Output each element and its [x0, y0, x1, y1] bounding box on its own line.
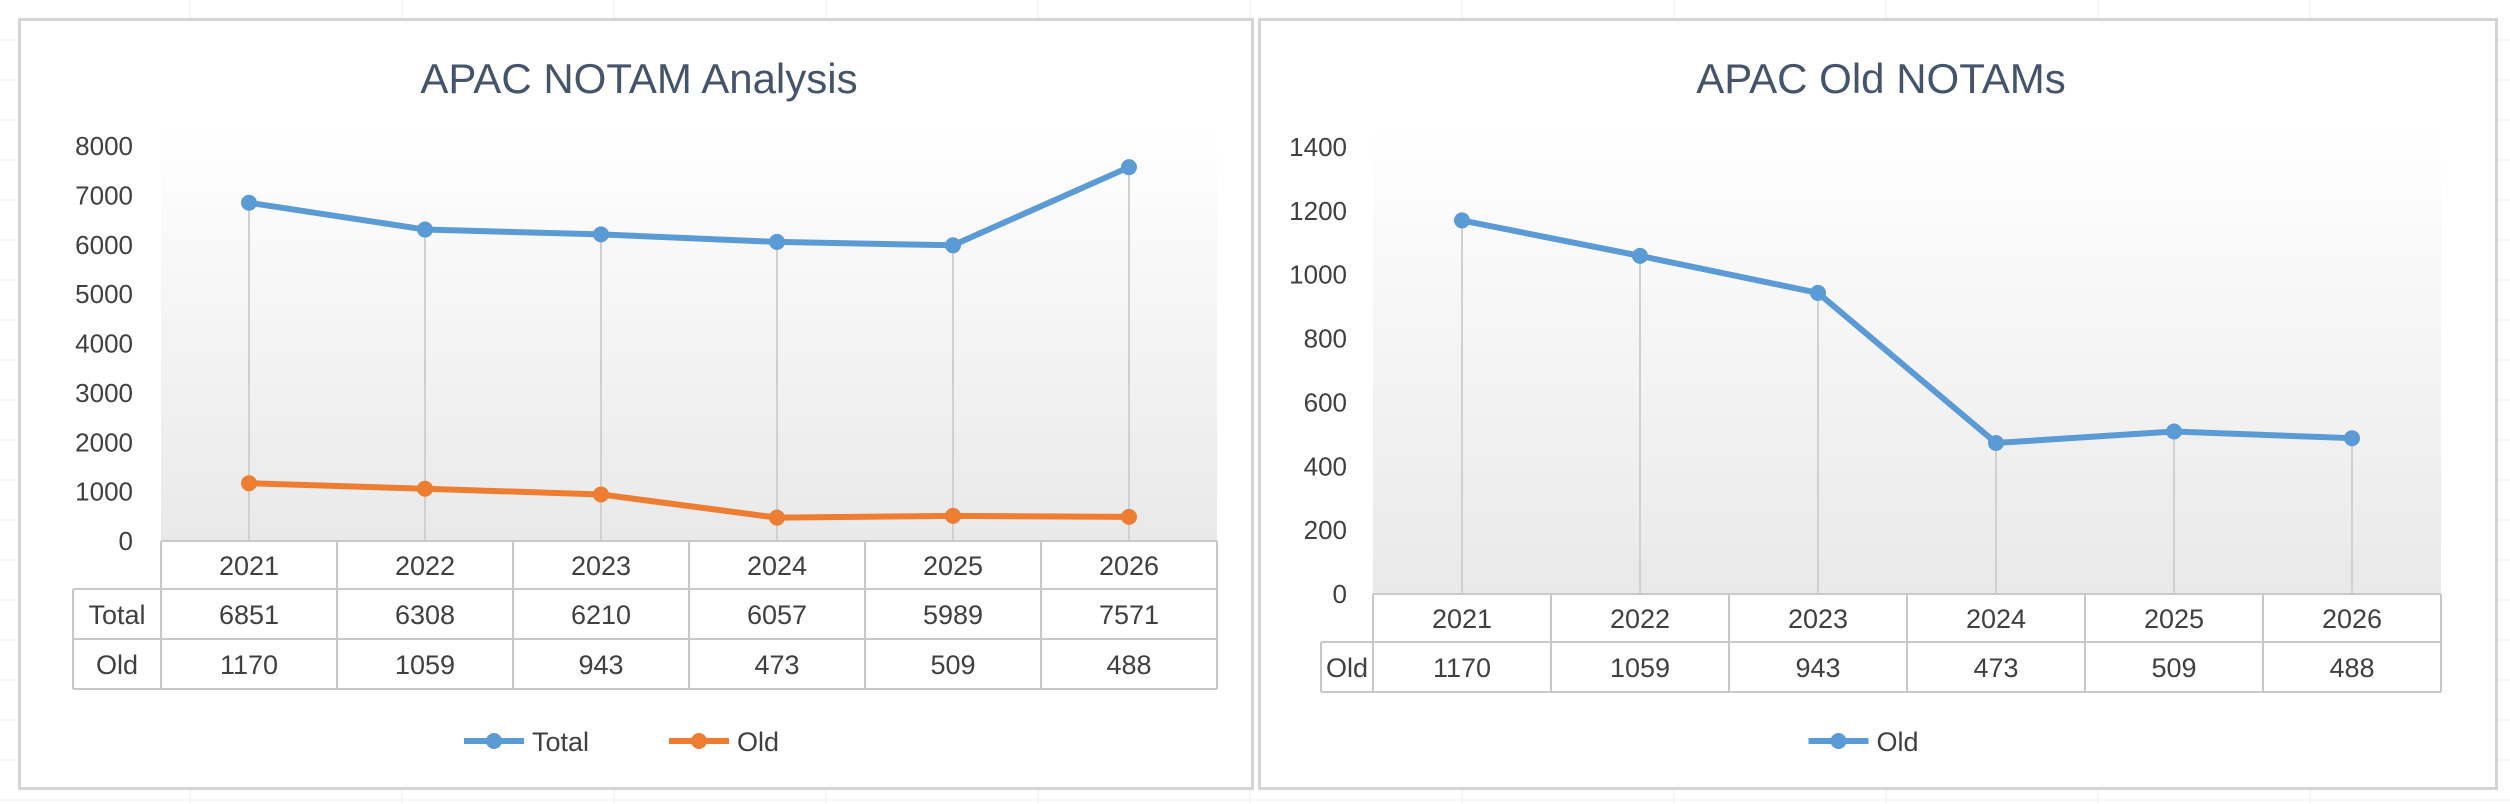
x-category-label: 2022 [395, 551, 455, 581]
table-cell-value: 6210 [571, 600, 631, 630]
table-cell-value: 509 [930, 650, 975, 680]
y-tick-label: 0 [1333, 579, 1347, 609]
legend-label: Total [532, 727, 589, 757]
data-point-old[interactable] [593, 486, 609, 503]
x-category-label: 2024 [747, 551, 807, 581]
x-category-label: 2021 [219, 551, 279, 581]
y-tick-label: 3000 [75, 378, 133, 408]
y-tick-label: 200 [1304, 515, 1347, 545]
y-tick-label: 0 [119, 526, 133, 556]
y-tick-label: 1200 [1289, 196, 1347, 226]
data-point-old[interactable] [417, 480, 433, 497]
legend-item-total[interactable]: Total [464, 727, 589, 757]
table-row-label: Total [88, 600, 145, 630]
x-category-label: 2025 [923, 551, 983, 581]
plot-area [161, 126, 1217, 541]
data-point-old[interactable] [1632, 247, 1648, 264]
y-tick-label: 4000 [75, 329, 133, 359]
table-cell-value: 488 [1106, 650, 1151, 680]
y-tick-label: 600 [1304, 387, 1347, 417]
data-point-old[interactable] [2344, 430, 2360, 447]
x-category-label: 2024 [1966, 604, 2026, 634]
legend-marker [1830, 733, 1847, 749]
table-cell-value: 509 [2151, 653, 2196, 683]
data-point-total[interactable] [1121, 159, 1137, 176]
series-line-old [248, 480, 1130, 521]
plot-area [1373, 127, 2441, 594]
x-category-label: 2026 [2322, 604, 2382, 634]
table-cell-value: 473 [1973, 653, 2018, 683]
table-cell-value: 1059 [395, 650, 455, 680]
y-tick-label: 400 [1304, 451, 1347, 481]
table-cell-value: 943 [1795, 653, 1840, 683]
data-point-old[interactable] [1121, 508, 1137, 525]
x-category-label: 2021 [1432, 604, 1492, 634]
y-tick-label: 2000 [75, 427, 133, 457]
data-point-old[interactable] [1810, 284, 1826, 301]
y-tick-label: 5000 [75, 279, 133, 309]
table-cell-value: 7571 [1099, 600, 1159, 630]
data-point-total[interactable] [945, 237, 961, 254]
data-point-total[interactable] [593, 226, 609, 243]
chart-panel-apac-old-notams[interactable]: APAC Old NOTAMs 0 200 400 600 800 1000 1200 140… [1258, 18, 2498, 790]
y-tick-label: 7000 [75, 180, 133, 210]
y-tick-label: 1400 [1289, 132, 1347, 162]
table-cell-value: 6308 [395, 600, 455, 630]
table-row-label: Old [96, 650, 138, 680]
x-category-label: 2022 [1610, 604, 1670, 634]
table-row-label: Old [1326, 653, 1368, 683]
data-point-old[interactable] [241, 475, 257, 492]
series-line-old [1461, 217, 2353, 446]
data-point-total[interactable] [769, 233, 785, 250]
y-tick-label: 800 [1304, 324, 1347, 354]
x-category-label: 2023 [571, 551, 631, 581]
x-category-label: 2025 [2144, 604, 2204, 634]
data-point-total[interactable] [241, 194, 257, 211]
data-point-old[interactable] [1988, 434, 2004, 451]
legend-label: Old [737, 727, 779, 757]
series-line-total [248, 164, 1131, 249]
chart-title: APAC Old NOTAMs [1696, 55, 2066, 102]
data-point-total[interactable] [417, 221, 433, 238]
legend-item-old[interactable]: Old [1808, 727, 1919, 757]
y-tick-label: 1000 [75, 477, 133, 507]
chart-title: APAC NOTAM Analysis [420, 55, 857, 102]
table-cell-value: 6851 [219, 600, 279, 630]
x-category-label: 2023 [1788, 604, 1848, 634]
table-cell-value: 1059 [1610, 653, 1670, 683]
legend-label: Old [1877, 727, 1919, 757]
y-tick-label: 1000 [1289, 260, 1347, 290]
table-cell-value: 943 [578, 650, 623, 680]
table-cell-value: 1170 [220, 650, 278, 680]
chart-apac-notam-analysis: APAC NOTAM Analysis 0 1000 2000 3000 4000 500… [72, 55, 1218, 757]
table-cell-value: 1170 [1433, 653, 1491, 683]
x-category-label: 2026 [1099, 551, 1159, 581]
legend-marker [486, 733, 502, 749]
chart-apac-old-notams: APAC Old NOTAMs 0 200 400 600 800 1000 1200 140… [1289, 55, 2442, 757]
data-point-old[interactable] [2166, 423, 2182, 440]
table-cell-value: 6057 [747, 600, 807, 630]
y-tick-label: 6000 [75, 230, 133, 260]
table-cell-value: 488 [2329, 653, 2374, 683]
y-tick-label: 8000 [75, 131, 133, 161]
legend-item-old[interactable]: Old [669, 727, 779, 757]
table-cell-value: 5989 [923, 600, 983, 630]
data-point-old[interactable] [1454, 212, 1470, 229]
chart-panel-apac-notam-analysis[interactable]: APAC NOTAM Analysis 0 1000 2000 3000 4000 500… [18, 18, 1254, 790]
data-point-old[interactable] [945, 507, 961, 524]
table-cell-value: 473 [754, 650, 799, 680]
data-point-old[interactable] [769, 509, 785, 526]
legend-marker [691, 733, 707, 749]
